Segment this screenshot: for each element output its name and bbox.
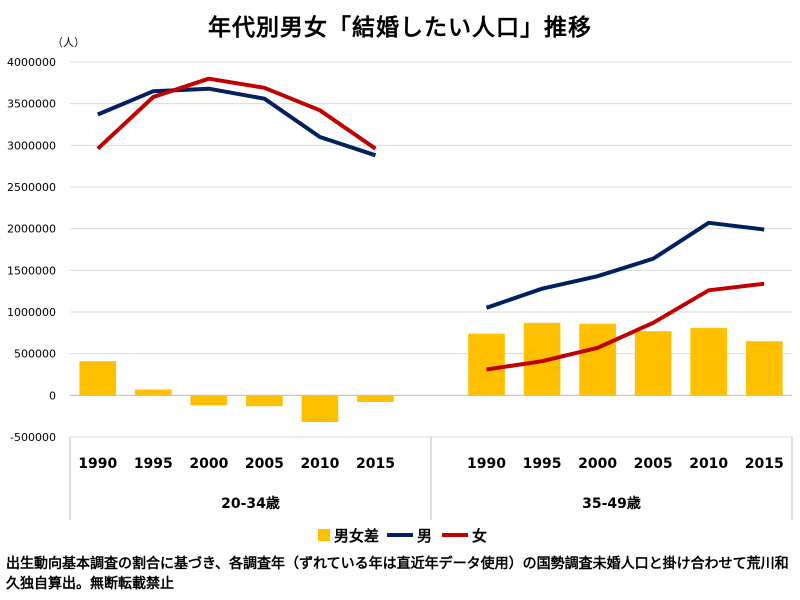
- footnote: 出生動向基本調査の割合に基づき、各調査年（ずれている年は直近年データ使用）の国勢…: [6, 556, 789, 592]
- legend-swatch-bar: [318, 529, 330, 541]
- legend-label: 男女差: [334, 527, 379, 545]
- x-tick-label: 2010: [300, 456, 339, 472]
- line-女-20-34歳: [96, 76, 377, 151]
- x-tick-label: 1995: [523, 456, 562, 472]
- chart: -500000 0 500000 1000000 1500000 2000000 25000…: [7, 36, 793, 545]
- y-tick-label: -500000: [10, 431, 56, 444]
- y-tick-label: 0: [49, 389, 56, 402]
- bar-20-34歳-2015: [357, 395, 394, 402]
- chart-title: 年代別男女「結婚したい人口」推移: [208, 15, 592, 41]
- bar-35-49歳-2015: [745, 341, 783, 396]
- line-女-35-49歳: [486, 281, 765, 372]
- bar-20-34歳-1990: [79, 361, 117, 396]
- legend-label: 女: [472, 527, 487, 545]
- bar-35-49歳-2005: [634, 331, 672, 396]
- x-tick-label: 2000: [578, 456, 617, 472]
- line-男-35-49歳: [485, 220, 765, 310]
- x-tick-label: 2010: [689, 456, 728, 472]
- x-tick-label: 2015: [356, 456, 395, 472]
- x-tick-label: 1995: [134, 456, 173, 472]
- y-axis-unit: （人）: [52, 36, 85, 49]
- y-tick-label: 500000: [14, 348, 56, 361]
- y-tick-label: 3500000: [7, 98, 56, 111]
- y-tick-label: 3000000: [7, 139, 56, 152]
- bar-20-34歳-2000: [190, 395, 228, 406]
- x-tick-label: 2000: [189, 456, 228, 472]
- bar-35-49歳-1990: [468, 333, 505, 396]
- bar-20-34歳-2010: [301, 395, 339, 422]
- legend-label: 男: [417, 527, 432, 545]
- bar-20-34歳-2005: [246, 395, 283, 407]
- group-label: 20-34歳: [221, 495, 280, 512]
- bar-35-49歳-2010: [690, 327, 728, 396]
- bar-20-34歳-1995: [134, 389, 172, 396]
- group-label: 35-49歳: [582, 495, 641, 512]
- y-tick-label: 2500000: [7, 181, 56, 194]
- y-tick-label: 2000000: [7, 223, 56, 236]
- x-tick-label: 1990: [467, 456, 506, 472]
- x-tick-label: 2005: [245, 456, 284, 472]
- bar-35-49歳-2000: [579, 323, 616, 396]
- y-tick-label: 1000000: [7, 306, 56, 319]
- y-tick-label: 4000000: [7, 56, 56, 69]
- x-tick-label: 2005: [634, 456, 673, 472]
- x-tick-label: 1990: [78, 456, 117, 472]
- line-男-20-34歳: [97, 86, 377, 158]
- x-tick-label: 2015: [745, 456, 784, 472]
- y-tick-label: 1500000: [7, 264, 56, 277]
